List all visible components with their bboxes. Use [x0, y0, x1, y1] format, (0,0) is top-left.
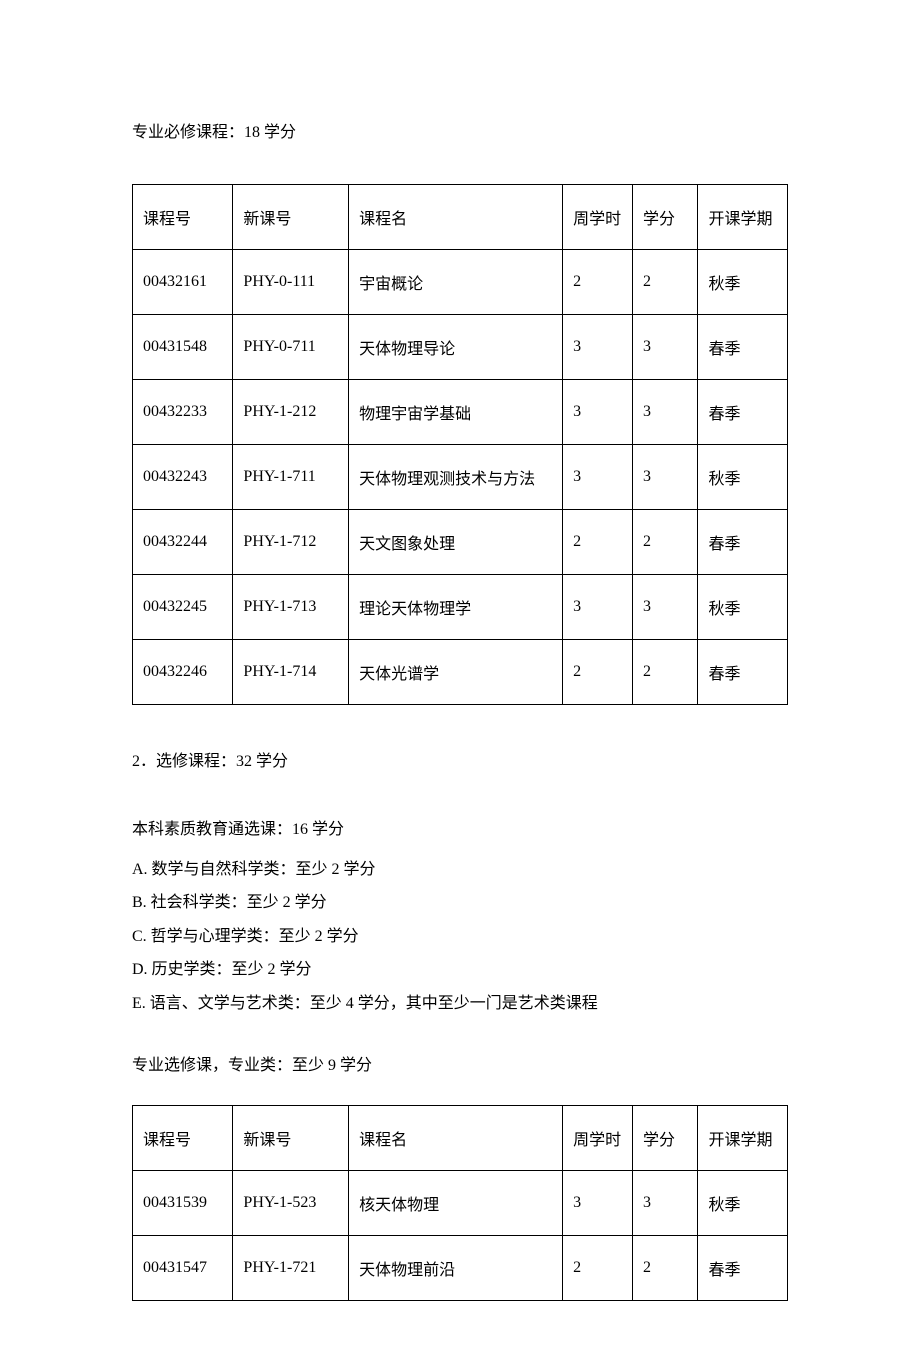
general-elective-heading: 本科素质教育通选课：16 学分	[132, 813, 788, 847]
cell-name: 天体光谱学	[349, 640, 563, 705]
cell-name: 天体物理导论	[349, 315, 563, 380]
elective-item-c: C. 哲学与心理学类：至少 2 学分	[132, 920, 788, 954]
table-row: 00432243PHY-1-711天体物理观测技术与方法33秋季	[133, 445, 788, 510]
table-row: 00431548PHY-0-711天体物理导论33春季	[133, 315, 788, 380]
cell-term: 春季	[698, 640, 788, 705]
table-row: 00432244PHY-1-712天文图象处理22春季	[133, 510, 788, 575]
table-row: 00432246PHY-1-714天体光谱学22春季	[133, 640, 788, 705]
elective-courses-title: 2．选修课程：32 学分	[132, 747, 788, 771]
cell-name: 理论天体物理学	[349, 575, 563, 640]
cell-hours: 2	[563, 510, 633, 575]
cell-newid: PHY-1-212	[233, 380, 349, 445]
cell-name: 天体物理前沿	[349, 1235, 563, 1300]
col-header-term: 开课学期	[698, 185, 788, 250]
cell-hours: 3	[563, 445, 633, 510]
cell-id: 00432245	[133, 575, 233, 640]
cell-newid: PHY-1-712	[233, 510, 349, 575]
cell-credits: 3	[632, 1170, 698, 1235]
cell-term: 秋季	[698, 250, 788, 315]
cell-credits: 2	[632, 510, 698, 575]
cell-newid: PHY-1-714	[233, 640, 349, 705]
cell-id: 00432161	[133, 250, 233, 315]
col-header-credits: 学分	[632, 185, 698, 250]
cell-newid: PHY-0-111	[233, 250, 349, 315]
cell-id: 00431539	[133, 1170, 233, 1235]
cell-hours: 3	[563, 1170, 633, 1235]
cell-credits: 3	[632, 445, 698, 510]
col-header-name: 课程名	[349, 1105, 563, 1170]
cell-name: 核天体物理	[349, 1170, 563, 1235]
col-header-name: 课程名	[349, 185, 563, 250]
cell-newid: PHY-0-711	[233, 315, 349, 380]
col-header-newid: 新课号	[233, 185, 349, 250]
required-courses-title: 专业必修课程：18 学分	[132, 118, 788, 142]
cell-term: 春季	[698, 315, 788, 380]
cell-id: 00432233	[133, 380, 233, 445]
col-header-hours: 周学时	[563, 185, 633, 250]
cell-term: 秋季	[698, 1170, 788, 1235]
cell-newid: PHY-1-721	[233, 1235, 349, 1300]
col-header-hours: 周学时	[563, 1105, 633, 1170]
col-header-credits: 学分	[632, 1105, 698, 1170]
col-header-newid: 新课号	[233, 1105, 349, 1170]
table-row: 00432161PHY-0-111宇宙概论22秋季	[133, 250, 788, 315]
cell-credits: 2	[632, 640, 698, 705]
cell-name: 宇宙概论	[349, 250, 563, 315]
cell-term: 春季	[698, 380, 788, 445]
cell-newid: PHY-1-713	[233, 575, 349, 640]
required-courses-table: 课程号 新课号 课程名 周学时 学分 开课学期 00432161PHY-0-11…	[132, 184, 788, 705]
table-row: 00431547PHY-1-721天体物理前沿22春季	[133, 1235, 788, 1300]
cell-term: 秋季	[698, 445, 788, 510]
cell-id: 00431548	[133, 315, 233, 380]
table-row: 00431539PHY-1-523核天体物理33秋季	[133, 1170, 788, 1235]
cell-name: 天体物理观测技术与方法	[349, 445, 563, 510]
cell-term: 春季	[698, 1235, 788, 1300]
table-header-row: 课程号 新课号 课程名 周学时 学分 开课学期	[133, 1105, 788, 1170]
elective-item-e: E. 语言、文学与艺术类：至少 4 学分，其中至少一门是艺术类课程	[132, 987, 788, 1021]
cell-hours: 2	[563, 250, 633, 315]
cell-term: 秋季	[698, 575, 788, 640]
cell-hours: 3	[563, 575, 633, 640]
cell-term: 春季	[698, 510, 788, 575]
cell-id: 00432246	[133, 640, 233, 705]
cell-credits: 2	[632, 1235, 698, 1300]
cell-credits: 3	[632, 315, 698, 380]
major-elective-heading: 专业选修课，专业类：至少 9 学分	[132, 1051, 788, 1075]
cell-hours: 2	[563, 640, 633, 705]
col-header-id: 课程号	[133, 1105, 233, 1170]
cell-credits: 3	[632, 575, 698, 640]
cell-id: 00432244	[133, 510, 233, 575]
cell-id: 00432243	[133, 445, 233, 510]
cell-name: 物理宇宙学基础	[349, 380, 563, 445]
elective-item-a: A. 数学与自然科学类：至少 2 学分	[132, 853, 788, 887]
cell-hours: 3	[563, 315, 633, 380]
table-row: 00432233PHY-1-212物理宇宙学基础33春季	[133, 380, 788, 445]
col-header-id: 课程号	[133, 185, 233, 250]
cell-name: 天文图象处理	[349, 510, 563, 575]
cell-newid: PHY-1-523	[233, 1170, 349, 1235]
cell-credits: 2	[632, 250, 698, 315]
elective-item-d: D. 历史学类：至少 2 学分	[132, 953, 788, 987]
cell-hours: 2	[563, 1235, 633, 1300]
elective-item-b: B. 社会科学类：至少 2 学分	[132, 886, 788, 920]
table-header-row: 课程号 新课号 课程名 周学时 学分 开课学期	[133, 185, 788, 250]
cell-id: 00431547	[133, 1235, 233, 1300]
col-header-term: 开课学期	[698, 1105, 788, 1170]
table-row: 00432245PHY-1-713理论天体物理学33秋季	[133, 575, 788, 640]
elective-courses-table: 课程号 新课号 课程名 周学时 学分 开课学期 00431539PHY-1-52…	[132, 1105, 788, 1301]
cell-hours: 3	[563, 380, 633, 445]
cell-newid: PHY-1-711	[233, 445, 349, 510]
cell-credits: 3	[632, 380, 698, 445]
